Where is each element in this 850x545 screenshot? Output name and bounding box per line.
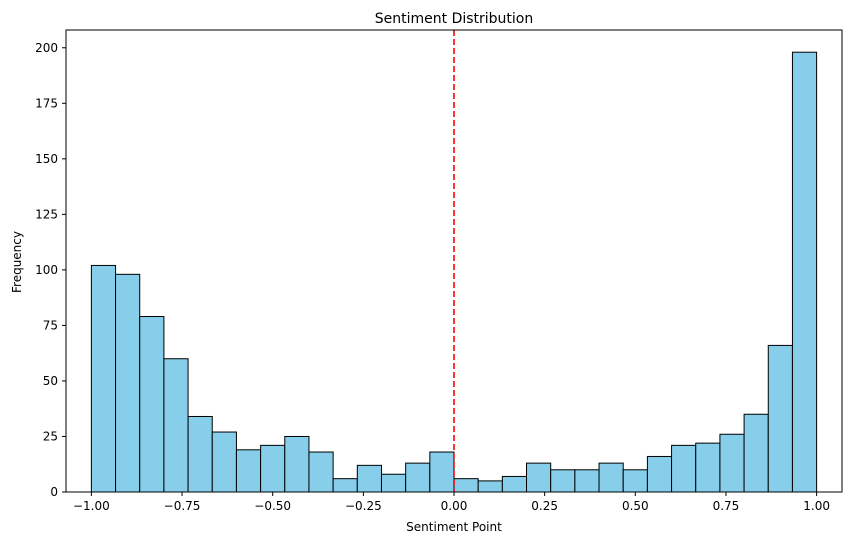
histogram-bar bbox=[501, 475, 528, 493]
histogram-bar bbox=[526, 462, 552, 493]
y-tick-label: 100 bbox=[35, 263, 58, 277]
histogram-bar bbox=[187, 415, 213, 493]
histogram-bar bbox=[767, 344, 793, 493]
histogram-bar bbox=[477, 480, 503, 493]
histogram-bar bbox=[429, 451, 455, 493]
y-tick-label: 125 bbox=[35, 207, 58, 221]
histogram-bar bbox=[332, 478, 358, 493]
histogram-bar bbox=[139, 316, 165, 493]
histogram-bar bbox=[284, 435, 310, 493]
histogram-bar bbox=[574, 469, 600, 493]
histogram-bar bbox=[622, 469, 648, 493]
histogram-bar bbox=[115, 273, 141, 493]
histogram-bar bbox=[453, 478, 479, 493]
histogram-bar bbox=[695, 442, 721, 493]
histogram-bar bbox=[671, 444, 697, 493]
y-tick-label: 175 bbox=[35, 96, 58, 110]
y-tick-label: 0 bbox=[50, 485, 58, 499]
histogram-bar bbox=[598, 462, 624, 493]
x-tick-label: −0.25 bbox=[345, 499, 382, 513]
histogram-bar bbox=[163, 358, 189, 493]
chart-title: Sentiment Distribution bbox=[375, 11, 534, 27]
histogram-bar bbox=[405, 462, 431, 493]
x-tick-label: 0.00 bbox=[441, 499, 468, 513]
x-axis: −1.00 −0.75 −0.50 −0.25 0.00 0.25 0.50 0.75 1.00 bbox=[73, 492, 830, 513]
x-tick-label: 1.00 bbox=[803, 499, 830, 513]
histogram-bar bbox=[791, 51, 818, 493]
histogram-bar bbox=[90, 264, 117, 493]
histogram-bar bbox=[646, 455, 673, 493]
histogram-bar bbox=[211, 431, 237, 493]
y-tick-label: 50 bbox=[43, 374, 58, 388]
histogram-bar bbox=[550, 469, 576, 493]
x-tick-label: −0.50 bbox=[254, 499, 291, 513]
histogram-bar bbox=[235, 449, 262, 493]
y-tick-label: 150 bbox=[35, 152, 58, 166]
y-tick-label: 25 bbox=[43, 429, 58, 443]
histogram-bar bbox=[743, 413, 769, 493]
histogram-bar bbox=[380, 473, 407, 493]
histogram-bar bbox=[308, 451, 334, 493]
y-axis: 0 25 50 75 100 125 150 175 200 bbox=[35, 41, 66, 499]
x-tick-label: 0.50 bbox=[622, 499, 649, 513]
x-tick-label: −0.75 bbox=[164, 499, 201, 513]
histogram-bar bbox=[719, 433, 745, 493]
y-axis-label: Frequency bbox=[10, 231, 24, 293]
y-tick-label: 200 bbox=[35, 41, 58, 55]
y-tick-label: 75 bbox=[43, 318, 58, 332]
histogram-bar bbox=[356, 464, 382, 493]
histogram-bar bbox=[260, 444, 286, 493]
x-tick-label: 0.75 bbox=[713, 499, 740, 513]
x-axis-label: Sentiment Point bbox=[406, 520, 502, 534]
x-tick-label: 0.25 bbox=[531, 499, 558, 513]
histogram-bars bbox=[90, 51, 818, 493]
x-tick-label: −1.00 bbox=[73, 499, 110, 513]
